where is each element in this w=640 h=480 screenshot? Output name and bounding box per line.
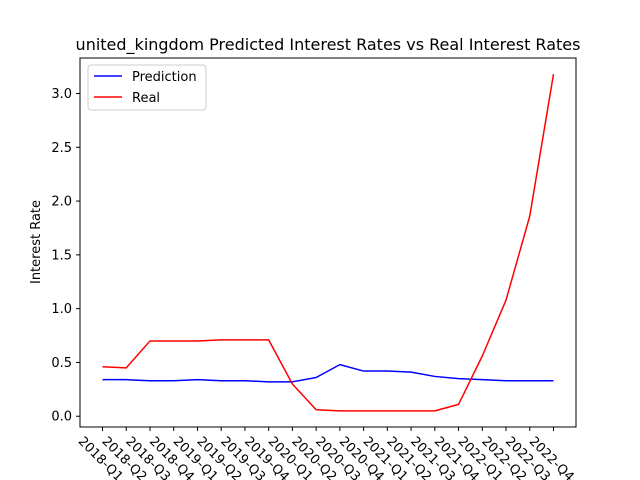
legend-prediction-label: Prediction — [132, 70, 197, 85]
legend-real-label: Real — [132, 91, 160, 106]
chart-title: united_kingdom Predicted Interest Rates … — [76, 35, 581, 55]
y-tick-label: 1.0 — [51, 302, 72, 317]
y-tick-label: 0.5 — [51, 356, 72, 371]
legend: Prediction Real — [87, 64, 207, 111]
y-tick-label: 2.5 — [51, 141, 72, 156]
series-line-real — [102, 74, 555, 412]
y-axis-label: Interest Rate — [29, 200, 44, 284]
y-tick-label: 2.0 — [51, 195, 72, 210]
plot-frame — [79, 57, 577, 428]
y-tick-label: 1.5 — [51, 248, 72, 263]
y-tick-label: 0.0 — [51, 410, 72, 425]
y-tick-label: 3.0 — [51, 87, 72, 102]
series-line-prediction — [102, 363, 554, 383]
